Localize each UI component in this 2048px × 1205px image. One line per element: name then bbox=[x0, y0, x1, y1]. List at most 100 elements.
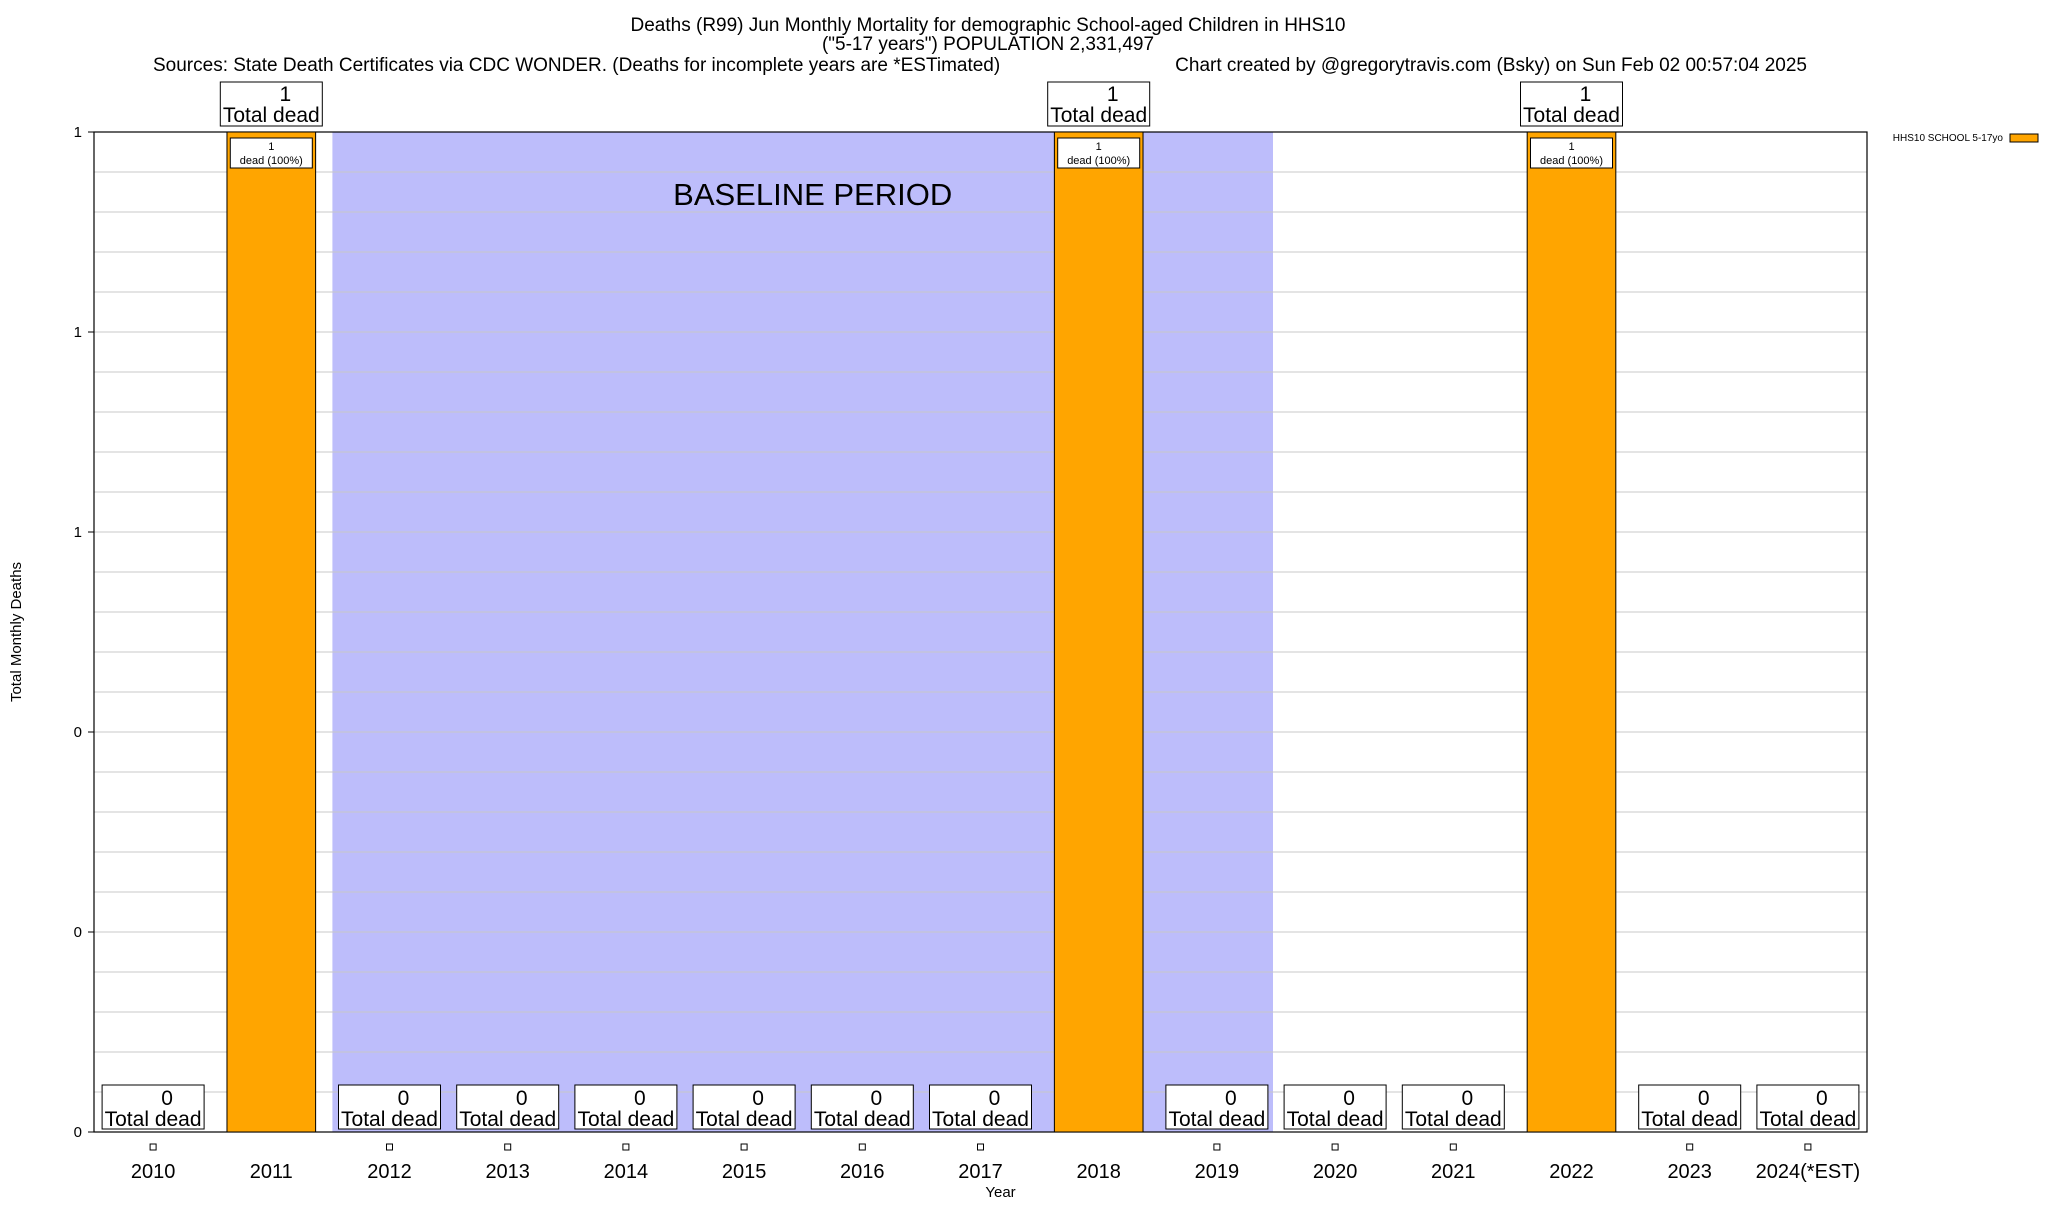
total-label-value: 0 bbox=[161, 1087, 173, 1110]
legend-label: HHS10 SCHOOL 5-17yo bbox=[1893, 133, 2004, 144]
total-label-box bbox=[692, 1084, 796, 1130]
segment-label-value: 1 bbox=[1096, 141, 1102, 153]
total-label-text: Total dead bbox=[696, 1108, 793, 1131]
credit-text: Chart created by @gregorytravis.com (Bsk… bbox=[1175, 55, 1807, 76]
total-label-value: 0 bbox=[634, 1087, 646, 1110]
x-tick-label: 2011 bbox=[250, 1161, 293, 1183]
total-label-text: Total dead bbox=[1405, 1108, 1502, 1131]
zero-marker bbox=[386, 1143, 393, 1151]
total-label-box bbox=[1401, 1084, 1505, 1130]
sources-text: Sources: State Death Certificates via CD… bbox=[153, 55, 1000, 76]
y-tick-label: 0 bbox=[74, 924, 82, 941]
legend-swatch bbox=[2009, 133, 2039, 143]
y-tick-label: 0 bbox=[74, 1124, 82, 1141]
total-label-box bbox=[219, 81, 323, 127]
y-tick-label: 0 bbox=[74, 724, 82, 741]
y-tick-label: 1 bbox=[74, 524, 82, 541]
total-label-text: Total dead bbox=[577, 1108, 674, 1131]
total-label-value: 0 bbox=[398, 1087, 410, 1110]
zero-marker bbox=[149, 1143, 157, 1151]
total-label-value: 1 bbox=[1580, 83, 1592, 106]
total-label-value: 0 bbox=[1225, 1087, 1237, 1110]
total-label-box bbox=[1638, 1084, 1742, 1130]
x-tick-label: 2020 bbox=[1313, 1161, 1358, 1183]
total-label-value: 0 bbox=[516, 1087, 528, 1110]
total-label-text: Total dead bbox=[459, 1108, 556, 1131]
total-label-box bbox=[1283, 1084, 1387, 1130]
segment-label-text: dead (100%) bbox=[1540, 155, 1603, 167]
total-label-text: Total dead bbox=[1050, 104, 1147, 127]
zero-marker bbox=[1449, 1143, 1457, 1151]
total-label-value: 0 bbox=[1461, 1087, 1473, 1110]
total-label-text: Total dead bbox=[814, 1108, 911, 1131]
x-tick-label: 2019 bbox=[1195, 1161, 1240, 1183]
x-tick-label: 2017 bbox=[958, 1161, 1003, 1183]
total-label-value: 0 bbox=[1698, 1087, 1710, 1110]
zero-marker bbox=[977, 1143, 984, 1151]
total-label-text: Total dead bbox=[1168, 1108, 1265, 1131]
x-tick-label: 2010 bbox=[131, 1161, 176, 1183]
x-axis-label: Year bbox=[985, 1184, 1015, 1200]
total-label-text: Total dead bbox=[1287, 1108, 1384, 1131]
total-label-box bbox=[1520, 81, 1623, 127]
x-tick-label: 2022 bbox=[1549, 1161, 1594, 1183]
chart-title-line: ("5-17 years") POPULATION 2,331,497 bbox=[822, 34, 1154, 55]
total-label-text: Total dead bbox=[1641, 1108, 1738, 1131]
segment-label-value: 1 bbox=[268, 141, 274, 153]
total-label-text: Total dead bbox=[1523, 104, 1620, 127]
baseline-period-label: BASELINE PERIOD bbox=[673, 177, 952, 212]
chart-title-line: Deaths (R99) Jun Monthly Mortality for d… bbox=[631, 15, 1346, 36]
total-label-text: Total dead bbox=[932, 1108, 1029, 1131]
bar bbox=[1526, 131, 1617, 1133]
total-label-value: 0 bbox=[752, 1087, 764, 1110]
segment-label-text: dead (100%) bbox=[1067, 155, 1130, 167]
total-label-value: 1 bbox=[1107, 83, 1119, 106]
x-tick-label: 2016 bbox=[840, 1161, 885, 1183]
total-label-box bbox=[574, 1084, 678, 1130]
x-tick-label: 2012 bbox=[367, 1161, 412, 1183]
segment-label-box bbox=[1530, 137, 1613, 169]
x-tick-label: 2023 bbox=[1667, 1161, 1712, 1183]
total-label-value: 0 bbox=[870, 1087, 882, 1110]
segment-label-box bbox=[229, 137, 313, 169]
segment-label-value: 1 bbox=[1568, 141, 1574, 153]
total-label-value: 0 bbox=[989, 1087, 1001, 1110]
zero-marker bbox=[622, 1143, 630, 1151]
zero-marker bbox=[504, 1143, 512, 1151]
x-tick-label: 2013 bbox=[485, 1161, 530, 1183]
zero-marker bbox=[1804, 1143, 1812, 1151]
y-tick-label: 1 bbox=[74, 124, 82, 141]
total-label-box bbox=[929, 1084, 1032, 1130]
x-tick-label: 2015 bbox=[722, 1161, 767, 1183]
total-label-box bbox=[1165, 1084, 1269, 1130]
total-label-box bbox=[101, 1084, 205, 1130]
total-label-value: 0 bbox=[1816, 1087, 1828, 1110]
total-label-text: Total dead bbox=[223, 104, 320, 127]
total-label-box bbox=[456, 1084, 560, 1130]
zero-marker bbox=[858, 1143, 866, 1151]
total-label-text: Total dead bbox=[341, 1108, 438, 1131]
total-label-text: Total dead bbox=[1759, 1108, 1856, 1131]
total-label-box bbox=[338, 1084, 441, 1130]
total-label-text: Total dead bbox=[105, 1108, 202, 1131]
y-axis-label: Total Monthly Deaths bbox=[8, 562, 25, 702]
x-tick-label: 2018 bbox=[1076, 1161, 1121, 1183]
zero-marker bbox=[1331, 1143, 1339, 1151]
x-tick-label: 2014 bbox=[604, 1161, 649, 1183]
zero-marker bbox=[1686, 1143, 1694, 1151]
total-label-value: 0 bbox=[1343, 1087, 1355, 1110]
x-tick-label: 2024(*EST) bbox=[1756, 1161, 1861, 1183]
total-label-value: 1 bbox=[279, 83, 291, 106]
total-label-box bbox=[810, 1084, 914, 1130]
zero-marker bbox=[1213, 1143, 1221, 1151]
zero-marker bbox=[740, 1143, 748, 1151]
bar bbox=[1053, 131, 1144, 1133]
total-label-box bbox=[1756, 1084, 1860, 1130]
segment-label-box bbox=[1057, 137, 1141, 169]
plot-frame bbox=[93, 131, 1868, 1133]
segment-label-text: dead (100%) bbox=[240, 155, 303, 167]
bar bbox=[226, 131, 317, 1133]
y-tick-label: 1 bbox=[74, 324, 82, 341]
